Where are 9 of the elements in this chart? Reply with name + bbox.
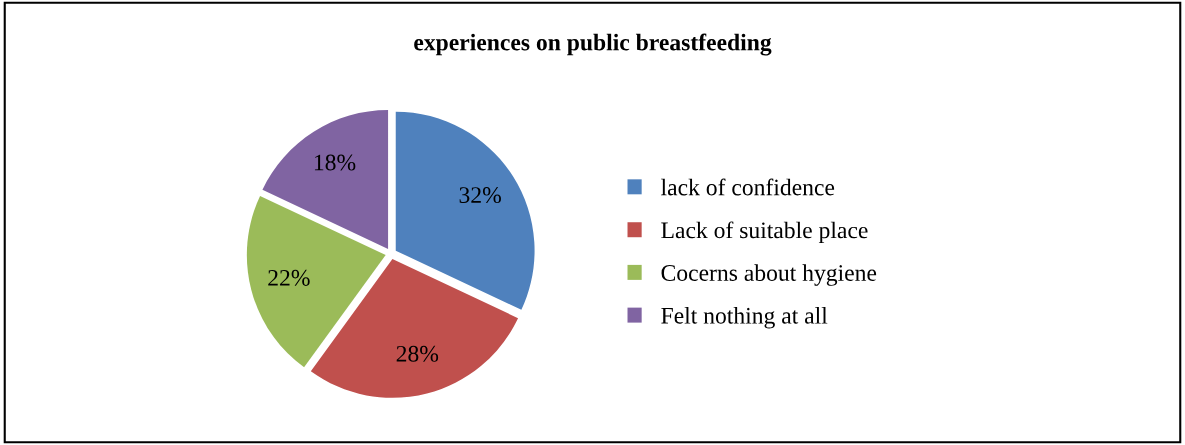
chart-title: experiences on public breastfeeding xyxy=(414,33,772,56)
legend-label: Lack of suitable place xyxy=(661,221,868,244)
data-label: 32% xyxy=(459,187,501,204)
legend-label: lack of confidence xyxy=(661,178,835,196)
data-label: 28% xyxy=(396,345,439,362)
legend-label: Felt nothing at all xyxy=(661,307,828,329)
data-label: 18% xyxy=(314,154,356,171)
legend-label: Cocerns about hygiene xyxy=(661,264,877,286)
data-label: 22% xyxy=(268,269,310,286)
